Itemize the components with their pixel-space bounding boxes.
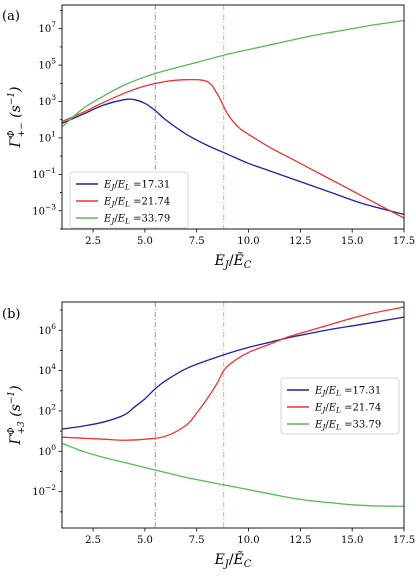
x-tick-label: 17.5 <box>393 535 415 546</box>
plot-frame <box>61 4 405 230</box>
x-tick-label: 10.0 <box>237 535 259 546</box>
y-axis-label: ΓΦ+− (s−1) <box>7 86 27 148</box>
y-tick-label: 105 <box>38 57 56 72</box>
y-tick-label: 103 <box>38 93 56 108</box>
legend-label-3: EJ/EL =33.79 <box>314 420 381 432</box>
x-tick-label: 7.5 <box>189 535 205 546</box>
y-tick-label: 104 <box>38 362 56 377</box>
y-tick-label: 10−2 <box>32 483 56 498</box>
x-axis-label: EJ/ẼC <box>214 251 252 271</box>
series-line-1 <box>62 98 404 216</box>
x-tick-label: 17.5 <box>393 236 415 247</box>
chart-panel-b: 2.5 5.0 7.5 10.0 12.5 15.0 17.5 10−2 100 102 104 10… <box>2 301 415 570</box>
legend: EJ/EL =17.31 EJ/EL =21.74 EJ/EL =33.79 <box>69 171 189 229</box>
x-tick-label: 7.5 <box>189 236 205 247</box>
legend-label-1: EJ/EL =17.31 <box>103 180 170 192</box>
x-tick-label: 5.0 <box>137 236 153 247</box>
x-tick-label: 2.5 <box>85 236 101 247</box>
legend-label-2: EJ/EL =21.74 <box>314 403 381 415</box>
x-tick-label: 10.0 <box>237 236 259 247</box>
plot-frame <box>61 301 405 529</box>
series-line-3 <box>62 442 404 507</box>
y-tick-label: 107 <box>38 20 56 35</box>
x-tick-label: 12.5 <box>289 535 311 546</box>
x-tick-label: 5.0 <box>137 535 153 546</box>
series-line-2 <box>62 78 404 219</box>
x-tick-label: 2.5 <box>85 535 101 546</box>
legend-box <box>69 171 189 229</box>
x-tick-label: 15.0 <box>341 535 363 546</box>
legend-label-2: EJ/EL =21.74 <box>103 197 170 209</box>
series-line-3 <box>62 19 404 128</box>
y-tick-label: 106 <box>38 322 56 337</box>
y-axis-label: ΓΦ+3 (s−1) <box>7 385 27 445</box>
chart-panel-a: 2.5 5.0 7.5 10.0 12.5 15.0 17.5 10−3 10−1 101 103 1… <box>2 4 415 271</box>
legend-label-1: EJ/EL =17.31 <box>314 386 381 398</box>
legend-label-3: EJ/EL =33.79 <box>103 214 170 226</box>
x-axis-label: EJ/ẼC <box>214 550 252 570</box>
x-tick-label: 15.0 <box>341 236 363 247</box>
series-line-2 <box>62 306 404 441</box>
series-line-1 <box>62 316 404 430</box>
y-tick-label: 102 <box>38 402 56 417</box>
legend-box <box>280 377 400 435</box>
legend: EJ/EL =17.31 EJ/EL =21.74 EJ/EL =33.79 <box>280 377 400 435</box>
y-tick-label: 100 <box>38 443 56 458</box>
panel-label: (b) <box>2 307 20 322</box>
x-tick-label: 12.5 <box>289 236 311 247</box>
panel-label: (a) <box>2 9 20 24</box>
y-tick-label: 101 <box>38 129 56 144</box>
y-tick-label: 10−3 <box>32 202 56 217</box>
y-tick-label: 10−1 <box>32 166 56 181</box>
